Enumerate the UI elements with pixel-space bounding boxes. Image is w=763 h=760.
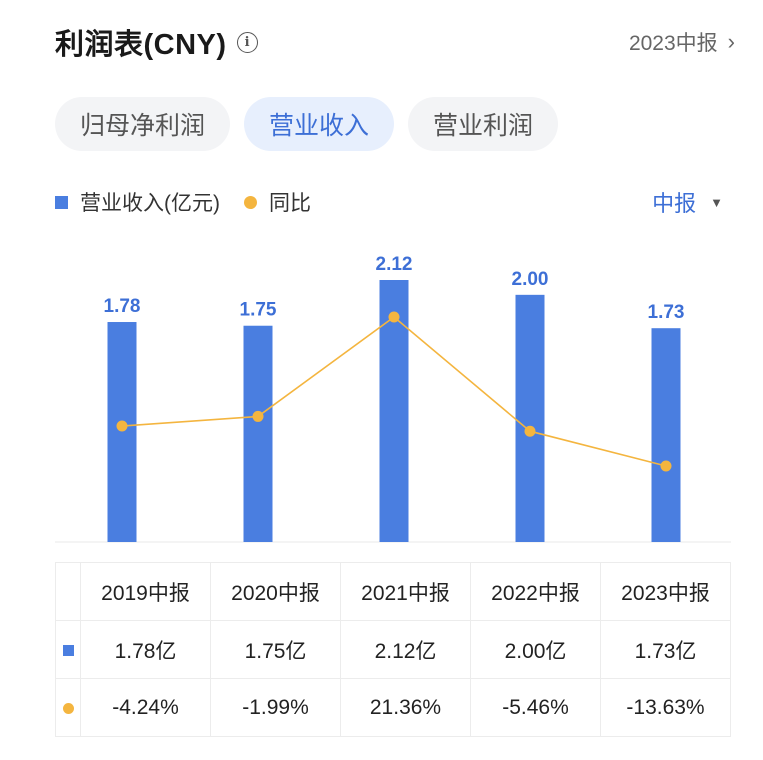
yoy-point xyxy=(252,410,264,422)
period-dropdown[interactable]: 中报 ▼ xyxy=(652,186,723,218)
title-group: 利润表(CNY) i xyxy=(55,21,258,63)
metric-tabs: 归母净利润 营业收入 营业利润 xyxy=(55,97,559,151)
line-legend-swatch xyxy=(244,195,257,209)
table-corner-cell xyxy=(55,562,81,621)
revenue-row-marker xyxy=(55,620,81,679)
bar-value-label: 1.78 xyxy=(104,296,141,317)
page-title: 利润表(CNY) xyxy=(55,29,227,61)
revenue-chart: 1.78 1.75 2.12 2.00 1.73 xyxy=(55,254,731,543)
chart-legend: 营业收入(亿元) 同比 xyxy=(55,187,311,217)
info-icon[interactable]: i xyxy=(236,31,258,53)
bar-value-label: 1.75 xyxy=(240,300,277,321)
header: 利润表(CNY) i 2023中报 › xyxy=(55,22,735,62)
table-cell: 1.73亿 xyxy=(600,620,731,679)
table-header: 2021中报 xyxy=(340,562,471,621)
yoy-point xyxy=(116,420,128,432)
legend-row: 营业收入(亿元) 同比 中报 ▼ xyxy=(55,186,723,218)
table-cell: -1.99% xyxy=(210,678,341,737)
data-table: 2019中报 2020中报 2021中报 2022中报 2023中报 1.78亿… xyxy=(55,562,731,737)
table-cell: -13.63% xyxy=(600,678,731,737)
yoy-point xyxy=(660,460,672,472)
caret-down-icon: ▼ xyxy=(710,194,723,210)
bar-series-icon xyxy=(62,644,74,656)
table-header-row: 2019中报 2020中报 2021中报 2022中报 2023中报 xyxy=(55,562,731,621)
table-header: 2023中报 xyxy=(600,562,731,621)
report-period-label: 2023中报 xyxy=(628,32,718,55)
tab-revenue[interactable]: 营业收入 xyxy=(244,97,395,151)
table-cell: 21.36% xyxy=(340,678,471,737)
bar-legend-label: 营业收入(亿元) xyxy=(80,192,220,215)
tab-net-profit[interactable]: 归母净利润 xyxy=(55,97,231,151)
line-legend-label: 同比 xyxy=(269,192,311,215)
table-cell: 1.78亿 xyxy=(80,620,211,679)
bar-value-label: 1.73 xyxy=(648,302,685,323)
table-cell: -4.24% xyxy=(80,678,211,737)
table-header: 2019中报 xyxy=(80,562,211,621)
line-series-icon xyxy=(62,702,74,714)
bar-value-label: 2.12 xyxy=(376,254,413,275)
tab-operating-profit[interactable]: 营业利润 xyxy=(408,97,559,151)
table-header: 2020中报 xyxy=(210,562,341,621)
revenue-bar xyxy=(107,322,137,542)
table-header: 2022中报 xyxy=(470,562,601,621)
chevron-right-icon: › xyxy=(727,29,735,54)
revenue-bar xyxy=(515,294,545,542)
bar-legend-swatch xyxy=(55,195,68,209)
table-row-revenue: 1.78亿 1.75亿 2.12亿 2.00亿 1.73亿 xyxy=(55,620,731,679)
revenue-bar xyxy=(651,328,681,542)
yoy-row-marker xyxy=(55,678,81,737)
report-period-link[interactable]: 2023中报 › xyxy=(629,27,735,57)
table-cell: 1.75亿 xyxy=(210,620,341,679)
yoy-point xyxy=(524,425,536,437)
yoy-point xyxy=(388,311,400,323)
table-cell: 2.00亿 xyxy=(470,620,601,679)
revenue-bar xyxy=(243,325,273,542)
bar-value-label: 2.00 xyxy=(512,269,549,290)
period-dropdown-label: 中报 xyxy=(652,191,697,216)
table-cell: -5.46% xyxy=(470,678,601,737)
table-cell: 2.12亿 xyxy=(340,620,471,679)
table-row-yoy: -4.24% -1.99% 21.36% -5.46% -13.63% xyxy=(55,678,731,737)
